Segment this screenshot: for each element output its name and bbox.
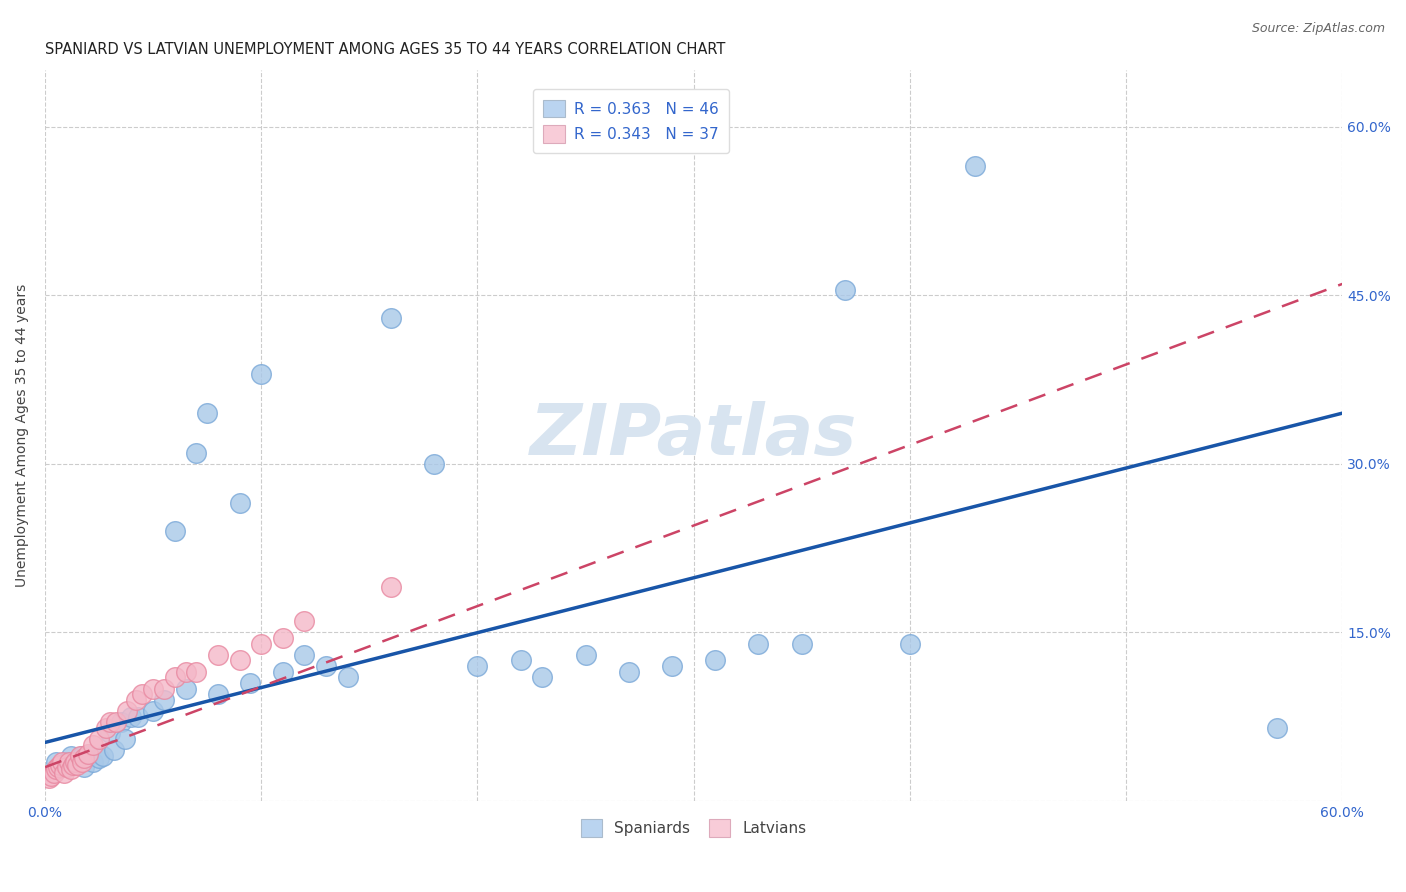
Point: [963, 159, 986, 173]
Point: [153, 681, 176, 696]
Point: [131, 687, 153, 701]
Point: [142, 704, 165, 718]
Point: [66, 755, 89, 769]
Point: [65, 755, 87, 769]
Point: [228, 653, 250, 667]
Point: [617, 665, 640, 679]
Point: [531, 670, 554, 684]
Point: [228, 496, 250, 510]
Point: [195, 406, 218, 420]
Point: [294, 614, 316, 628]
Point: [115, 704, 138, 718]
Point: [87, 751, 110, 765]
Point: [82, 755, 104, 769]
Point: [42, 765, 65, 780]
Point: [574, 648, 596, 662]
Point: [59, 748, 82, 763]
Point: [271, 631, 294, 645]
Point: [110, 715, 132, 730]
Point: [467, 659, 489, 673]
Point: [790, 636, 813, 650]
Point: [661, 659, 683, 673]
Point: [704, 653, 727, 667]
Point: [380, 580, 402, 594]
Point: [1267, 721, 1289, 735]
Point: [73, 760, 96, 774]
Y-axis label: Unemployment Among Ages 35 to 44 years: Unemployment Among Ages 35 to 44 years: [15, 284, 30, 587]
Point: [55, 760, 77, 774]
Point: [49, 760, 72, 774]
Point: [142, 681, 165, 696]
Point: [163, 524, 186, 538]
Point: [51, 755, 73, 769]
Point: [207, 687, 229, 701]
Legend: Spaniards, Latvians: Spaniards, Latvians: [574, 812, 814, 845]
Point: [46, 760, 69, 774]
Point: [380, 310, 402, 325]
Point: [41, 769, 63, 783]
Point: [73, 751, 96, 765]
Point: [163, 670, 186, 684]
Point: [70, 748, 93, 763]
Point: [120, 709, 142, 723]
Point: [186, 665, 208, 679]
Point: [55, 755, 77, 769]
Point: [53, 765, 76, 780]
Point: [98, 726, 121, 740]
Point: [87, 732, 110, 747]
Point: [70, 755, 93, 769]
Point: [38, 772, 60, 786]
Point: [834, 283, 856, 297]
Point: [153, 692, 176, 706]
Point: [509, 653, 531, 667]
Point: [77, 747, 100, 761]
Point: [271, 665, 294, 679]
Point: [250, 636, 273, 650]
Point: [45, 763, 67, 777]
Point: [58, 755, 80, 769]
Point: [49, 758, 72, 772]
Point: [174, 665, 197, 679]
Point: [174, 681, 197, 696]
Point: [114, 732, 136, 747]
Point: [94, 721, 117, 735]
Point: [423, 457, 446, 471]
Point: [747, 636, 769, 650]
Point: [45, 755, 67, 769]
Point: [315, 659, 337, 673]
Point: [125, 692, 148, 706]
Point: [93, 748, 115, 763]
Point: [59, 763, 82, 777]
Point: [127, 709, 149, 723]
Point: [98, 715, 121, 730]
Point: [105, 715, 128, 730]
Point: [77, 748, 100, 763]
Text: SPANIARD VS LATVIAN UNEMPLOYMENT AMONG AGES 35 TO 44 YEARS CORRELATION CHART: SPANIARD VS LATVIAN UNEMPLOYMENT AMONG A…: [45, 42, 725, 57]
Point: [336, 670, 359, 684]
Point: [207, 648, 229, 662]
Text: Source: ZipAtlas.com: Source: ZipAtlas.com: [1251, 22, 1385, 36]
Point: [103, 743, 125, 757]
Point: [82, 738, 104, 752]
Point: [186, 445, 208, 459]
Point: [69, 748, 91, 763]
Point: [250, 367, 273, 381]
Point: [62, 758, 84, 772]
Point: [239, 676, 262, 690]
Text: ZIPatlas: ZIPatlas: [530, 401, 858, 470]
Point: [294, 648, 316, 662]
Point: [66, 758, 89, 772]
Point: [898, 636, 921, 650]
